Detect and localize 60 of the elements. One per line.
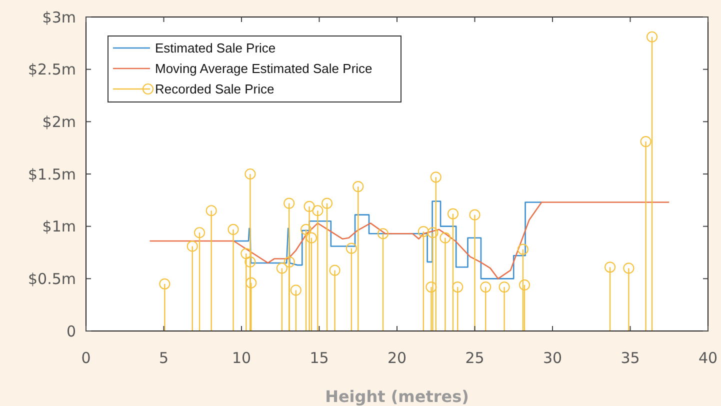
point	[300, 224, 312, 236]
y-tick-label: $3m	[42, 8, 76, 26]
x-tick-label: 15	[310, 349, 329, 367]
point	[646, 31, 658, 42]
point	[377, 228, 389, 240]
y-tick-label: 0	[66, 322, 76, 340]
point	[290, 284, 302, 296]
point	[246, 277, 257, 288]
point	[346, 242, 357, 254]
x-tick-label: 5	[158, 349, 169, 367]
point	[623, 262, 634, 274]
y-tick-label: $1.5m	[28, 165, 76, 184]
point	[480, 281, 492, 293]
legend-label: Estimated Sale Price	[155, 40, 276, 56]
point	[427, 227, 438, 238]
point	[284, 256, 295, 268]
point	[498, 281, 510, 293]
y-tick-label: $1m	[42, 218, 76, 236]
point	[430, 172, 442, 183]
point	[306, 232, 318, 244]
point	[640, 136, 652, 148]
x-tick-label: 25	[465, 349, 484, 367]
line-series	[149, 202, 670, 280]
y-tick-label: $0.5m	[28, 270, 76, 288]
point	[418, 226, 429, 238]
point	[206, 205, 217, 216]
point	[312, 205, 324, 216]
point	[240, 248, 252, 260]
legend-label: Recorded Sale Price	[155, 82, 274, 97]
point	[228, 224, 239, 236]
point	[159, 278, 170, 290]
x-tick-label: 10	[232, 349, 252, 367]
point	[352, 181, 364, 192]
point	[304, 200, 315, 212]
x-axis-title: Height (metres)	[325, 387, 469, 406]
point	[284, 198, 295, 209]
point	[518, 279, 530, 290]
point	[469, 209, 480, 220]
x-tick-label: 0	[81, 349, 91, 367]
point	[447, 208, 459, 220]
line-series	[233, 200, 542, 280]
x-tick-label: 30	[542, 349, 562, 367]
point	[426, 281, 437, 293]
point	[321, 198, 333, 209]
y-tick-label: $2m	[42, 112, 76, 131]
x-tick-label: 35	[620, 349, 640, 367]
point	[276, 262, 288, 274]
point	[604, 262, 616, 273]
point	[186, 240, 198, 252]
x-tick-label: 40	[698, 349, 718, 367]
point	[452, 281, 464, 293]
x-tick-label: 20	[387, 349, 407, 367]
point	[329, 264, 340, 276]
point	[440, 232, 451, 244]
point	[244, 256, 256, 268]
point	[244, 168, 256, 180]
point	[194, 227, 206, 238]
legend-label: Moving Average Estimated Sale Price	[155, 61, 372, 76]
y-tick-label: $2.5m	[28, 60, 76, 79]
point	[517, 244, 529, 255]
